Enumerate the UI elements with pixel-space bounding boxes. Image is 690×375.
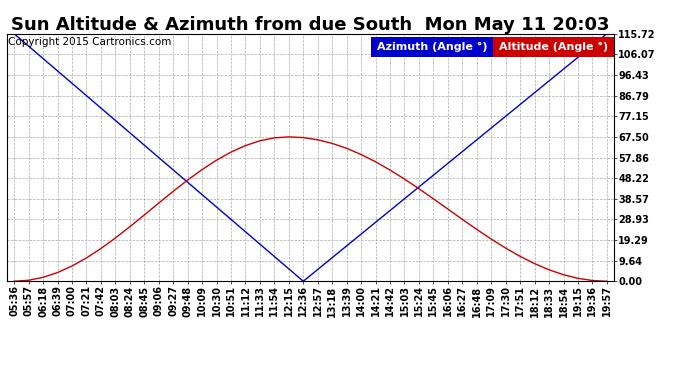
- FancyBboxPatch shape: [371, 38, 493, 57]
- Text: Altitude (Angle °): Altitude (Angle °): [499, 42, 608, 52]
- FancyBboxPatch shape: [493, 38, 614, 57]
- Title: Sun Altitude & Azimuth from due South  Mon May 11 20:03: Sun Altitude & Azimuth from due South Mo…: [11, 16, 610, 34]
- Text: Copyright 2015 Cartronics.com: Copyright 2015 Cartronics.com: [8, 38, 172, 48]
- Text: Azimuth (Angle °): Azimuth (Angle °): [377, 42, 488, 52]
